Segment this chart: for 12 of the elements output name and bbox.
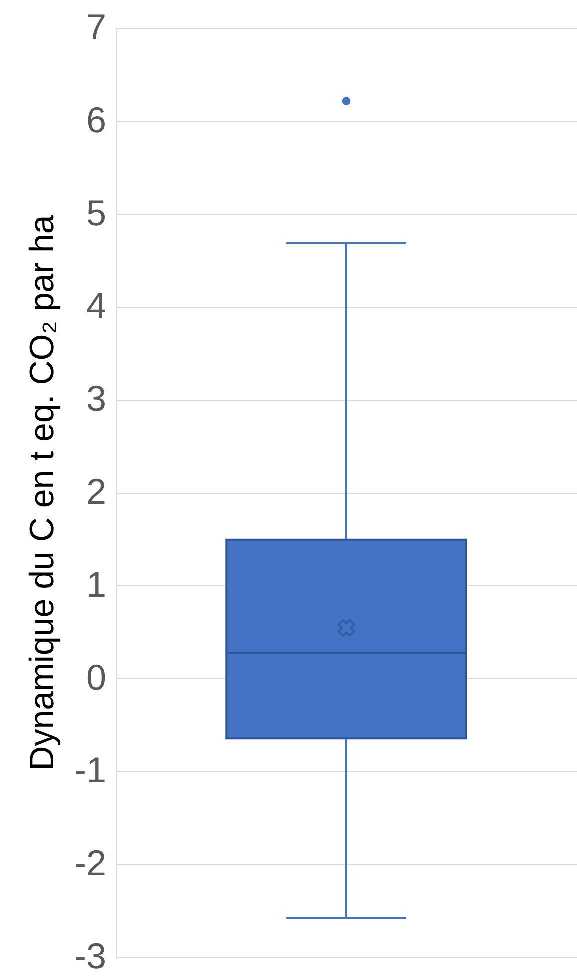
- y-tick-label: 7: [86, 6, 106, 48]
- y-tick-label: 0: [86, 656, 106, 698]
- y-tick-label: 1: [86, 564, 106, 605]
- y-tick-label: 2: [86, 471, 106, 512]
- y-tick-label: 4: [86, 285, 106, 326]
- y-axis-title: Dynamique du C en t eq. CO₂ par ha: [23, 215, 62, 771]
- y-tick-label: -1: [74, 750, 106, 791]
- y-tick-label: -3: [74, 936, 106, 976]
- y-tick-label: 5: [86, 192, 106, 234]
- y-tick-label: -2: [74, 842, 106, 884]
- y-tick-label: 6: [86, 99, 106, 140]
- y-tick-label: 3: [86, 378, 106, 420]
